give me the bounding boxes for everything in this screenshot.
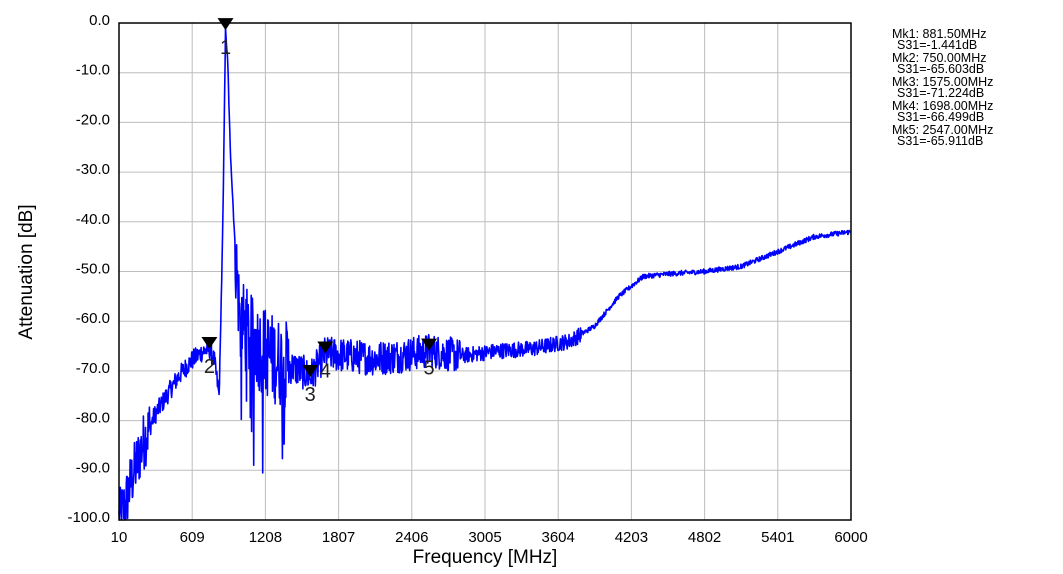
readout-value-line: S31=-1.441dB [897, 38, 977, 52]
marker-1: 1 [217, 18, 234, 59]
x-tick-label: 3005 [468, 529, 501, 546]
series-line [118, 26, 852, 521]
x-tick-label: 4203 [615, 529, 648, 546]
series-layer [118, 26, 852, 521]
plot-frame [118, 22, 852, 521]
readout-marker-line: Mk1: 881.50MHz [892, 27, 986, 41]
y-tick-label: 0.0 [89, 12, 110, 29]
readout-marker-line: Mk5: 2547.00MHz [892, 123, 993, 137]
y-tick-label: -80.0 [76, 410, 110, 427]
y-tick-label: -30.0 [76, 161, 110, 178]
readout-marker-line: Mk4: 1698.00MHz [892, 99, 993, 113]
marker-number: 3 [305, 384, 316, 406]
marker-triangle [421, 338, 438, 351]
readout-value-line: S31=-71.224dB [897, 86, 984, 100]
marker-5: 5 [421, 338, 438, 380]
x-tick-label: 1807 [322, 529, 355, 546]
marker-number: 5 [423, 358, 434, 380]
x-tick-label: 2406 [395, 529, 428, 546]
x-tick-labels: 10 609 1208 1807 2406 3005 3604 4203 4802 5401 600… [111, 529, 868, 546]
x-tick-label: 1208 [249, 529, 282, 546]
marker-triangle [317, 341, 334, 354]
y-tick-label: -70.0 [76, 360, 110, 377]
marker-triangle [201, 337, 218, 350]
y-tick-label: -100.0 [67, 509, 110, 526]
readout-value-line: S31=-66.499dB [897, 110, 984, 124]
y-tick-label: -90.0 [76, 459, 110, 476]
marker-number: 1 [220, 37, 231, 59]
readout-marker-line: Mk3: 1575.00MHz [892, 75, 993, 89]
x-tick-label: 10 [111, 529, 128, 546]
x-tick-label: 609 [180, 529, 205, 546]
marker-triangle [302, 364, 319, 377]
x-tick-label: 5401 [761, 529, 794, 546]
marker-number: 2 [204, 356, 215, 378]
readout-marker-line: Mk2: 750.00MHz [892, 51, 986, 65]
x-tick-label: 6000 [834, 529, 867, 546]
marker-triangle [217, 18, 234, 31]
y-tick-label: -40.0 [76, 211, 110, 228]
y-tick-labels: 0.0 -10.0 -20.0 -30.0 -40.0 -50.0 -60.0 -70.0 -8… [67, 12, 110, 526]
marker-3: 3 [302, 364, 319, 406]
y-tick-label: -20.0 [76, 111, 110, 128]
marker-number: 4 [320, 361, 331, 383]
x-tick-label: 3604 [542, 529, 575, 546]
y-axis-label: Attenuation [dB] [16, 204, 37, 339]
y-tick-label: -50.0 [76, 261, 110, 278]
readout-value-line: S31=-65.911dB [897, 134, 983, 148]
marker-2: 2 [201, 337, 218, 378]
y-tick-label: -10.0 [76, 62, 110, 79]
y-tick-label: -60.0 [76, 310, 110, 327]
marker-4: 4 [317, 341, 334, 383]
readout-value-line: S31=-65.603dB [897, 62, 984, 76]
marker-layer: 1 2 34 5 [201, 18, 438, 406]
x-axis-label: Frequency [MHz] [413, 547, 558, 568]
x-tick-label: 4802 [688, 529, 721, 546]
grid [119, 23, 851, 520]
